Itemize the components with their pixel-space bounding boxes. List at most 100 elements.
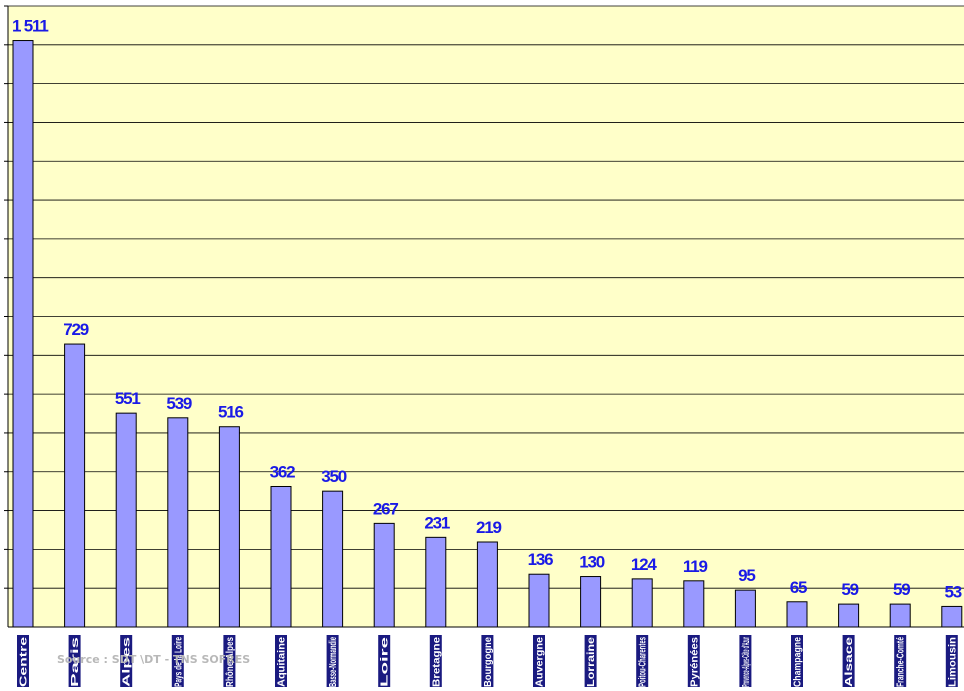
category-label: Provence-Alpes-Côte d'Azur <box>739 635 752 687</box>
category-label-box <box>481 635 494 687</box>
category-label-text: Poitou-Charentes <box>638 637 649 687</box>
category-label-text: Auvergne <box>535 637 546 687</box>
category-label-text: Aquitaine <box>277 637 288 687</box>
category-label-box <box>636 635 649 687</box>
category-label-text: Pays de la Loire <box>173 637 184 687</box>
category-label-box <box>945 635 958 687</box>
bar <box>631 578 653 628</box>
category-label-text: Centre <box>19 636 30 687</box>
bar-value-label: 362 <box>270 462 296 481</box>
category-label: Lorraine <box>584 635 597 687</box>
bar <box>580 576 602 628</box>
bar-value-label: 231 <box>424 513 450 532</box>
bar-value-label: 53 <box>945 582 962 601</box>
category-label-text: Loire <box>380 636 391 687</box>
bar <box>786 601 808 628</box>
bar <box>889 603 911 628</box>
category-label-text: Paris <box>70 636 81 687</box>
category-label-box <box>894 635 907 687</box>
category-label-text: Bretagne <box>431 637 442 687</box>
category-label: Bretagne <box>429 635 442 687</box>
category-label: Centre <box>17 635 30 687</box>
category-label: Alpes <box>120 635 133 687</box>
category-label-box <box>739 635 752 687</box>
category-label: Pays de la Loire <box>171 635 184 687</box>
bar-value-label: 59 <box>893 580 910 599</box>
category-label-text: Provence-Alpes-Côte d'Azur <box>741 637 752 687</box>
bar-value-label: 130 <box>579 553 605 572</box>
category-label: Limousin <box>945 635 958 687</box>
bar-value-label: 65 <box>790 578 807 597</box>
bar <box>12 40 34 628</box>
category-label-text: Pyrénées <box>689 637 700 687</box>
source-note: Source : SDT \DT - TNS SOFRES <box>57 653 251 666</box>
category-label-box <box>791 635 803 687</box>
category-label-box <box>429 635 442 687</box>
category-label-box <box>378 635 391 687</box>
bar <box>167 417 189 628</box>
category-label-text: Alsace <box>844 636 855 687</box>
bar <box>683 580 705 628</box>
bar <box>425 536 447 628</box>
category-label-box <box>223 635 236 687</box>
category-label-box <box>533 635 545 687</box>
category-label-box <box>68 635 81 687</box>
bar-value-label: 267 <box>373 499 399 518</box>
category-label: Basse-Normandie <box>326 635 339 687</box>
category-label: Poitou-Charentes <box>636 635 649 687</box>
category-label-box <box>687 635 700 687</box>
category-label: Alsace <box>842 635 855 687</box>
bar <box>64 343 86 628</box>
bar <box>270 485 292 628</box>
category-label-text: Bourgogne <box>483 637 494 687</box>
bar-value-label: 539 <box>166 394 192 413</box>
bar-value-label: 136 <box>528 550 554 569</box>
bar-value-label: 729 <box>63 320 89 339</box>
category-label-text: Rhône-Alpes <box>225 637 236 687</box>
category-label-text: Champagne <box>793 637 804 687</box>
category-label-text: Lorraine <box>586 636 597 687</box>
bar <box>941 605 963 628</box>
bar <box>838 603 860 628</box>
category-label-box <box>842 635 855 687</box>
category-label-box <box>326 635 339 687</box>
bar <box>476 541 498 628</box>
bar-value-label: 516 <box>218 403 244 422</box>
category-label: Pyrénées <box>687 635 700 687</box>
bar <box>373 522 395 628</box>
bar-value-label: 1 511 <box>12 17 48 36</box>
category-label: Champagne <box>791 635 804 687</box>
bar <box>734 589 756 628</box>
bar <box>528 573 550 628</box>
category-label: Bourgogne <box>481 635 494 687</box>
bar <box>322 490 344 628</box>
category-label-text: Basse-Normandie <box>328 637 339 687</box>
category-labels: Centre Paris Alpes Pays de la Loire Rhône-Al… <box>17 635 958 687</box>
category-label: Aquitaine <box>275 635 288 687</box>
category-label: Loire <box>378 635 391 687</box>
bar-value-label: 124 <box>631 555 658 574</box>
category-label-box <box>584 635 597 687</box>
category-label-box <box>275 635 287 687</box>
value-labels: 1 511 729 551 539 516 362 350 267 231 219 136 130 12… <box>12 17 963 602</box>
bar-value-label: 350 <box>321 467 347 486</box>
bars <box>12 40 963 628</box>
category-label-box <box>120 635 133 687</box>
category-label: Auvergne <box>533 635 546 687</box>
category-label: Franche-Comté <box>894 635 907 687</box>
category-label-text: Alpes <box>122 636 133 687</box>
bar-value-label: 219 <box>476 518 502 537</box>
category-label-box <box>171 635 184 687</box>
category-label: Rhône-Alpes <box>223 635 236 687</box>
category-label-text: Limousin <box>947 637 958 687</box>
bar-value-label: 59 <box>841 580 858 599</box>
category-label: Paris <box>68 635 81 687</box>
bar <box>218 426 240 628</box>
bar-value-label: 95 <box>738 566 755 585</box>
bar-value-label: 551 <box>115 389 141 408</box>
category-label-box <box>17 635 29 687</box>
bar-value-label: 119 <box>683 557 708 576</box>
category-label-text: Franche-Comté <box>896 637 907 687</box>
bar <box>115 412 137 628</box>
